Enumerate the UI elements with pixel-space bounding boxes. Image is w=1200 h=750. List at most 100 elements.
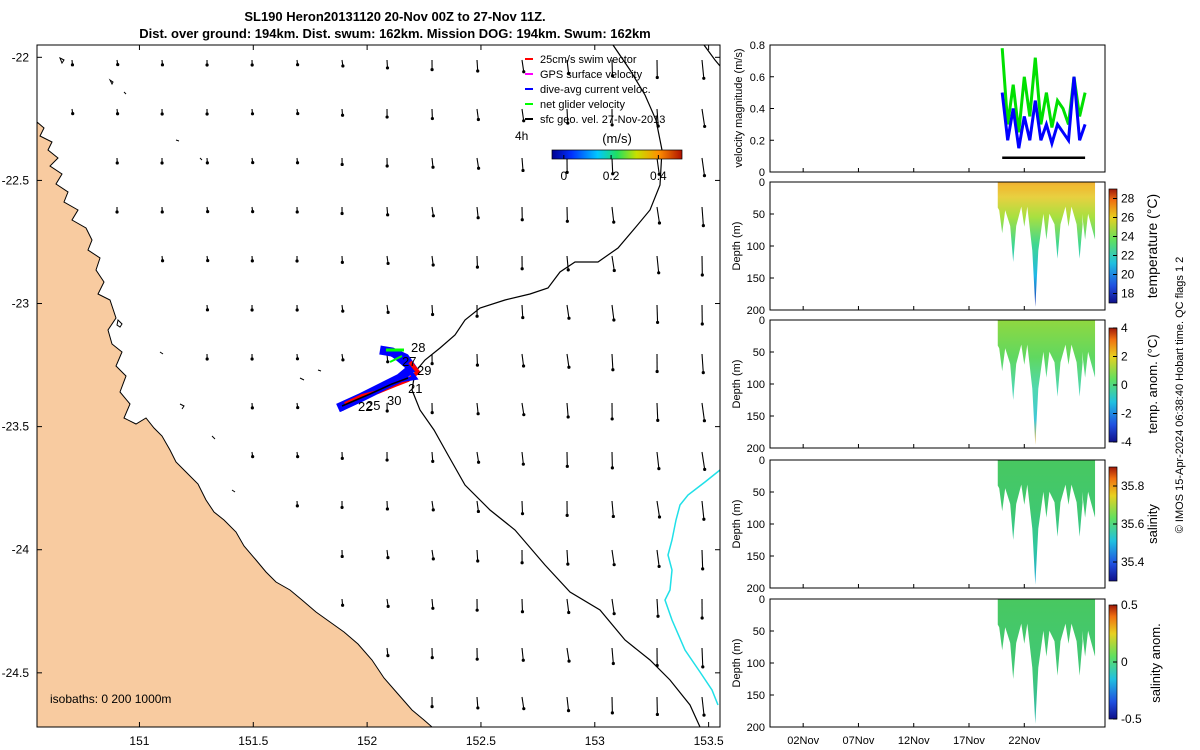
velocity-vector-head <box>566 121 570 125</box>
velocity-vector <box>701 451 706 470</box>
velocity-vector <box>476 59 479 72</box>
velocity-vector-head <box>522 70 526 74</box>
velocity-vector-head <box>340 260 344 264</box>
velocity-vector-head <box>703 467 707 471</box>
velocity-vector-head <box>385 507 390 511</box>
isobath-1000m <box>664 469 721 706</box>
velocity-ytick-label: 0.4 <box>750 104 765 116</box>
velocity-vector <box>566 304 570 319</box>
velocity-vector-head <box>115 112 120 116</box>
velocity-vector <box>611 598 615 614</box>
velocity-vector-head <box>386 654 390 658</box>
colorbar-unit-label: (m/s) <box>602 131 632 146</box>
velocity-vector <box>476 402 479 414</box>
velocity-vector-head <box>295 357 300 361</box>
figure-subtitle: Dist. over ground: 194km. Dist. swum: 16… <box>139 26 651 41</box>
velocity-vector-head <box>522 413 526 417</box>
velocity-vector-head <box>205 112 209 116</box>
velocity-vector-head <box>656 418 660 422</box>
velocity-vector-head <box>566 709 571 713</box>
map-legend: 25cm/s swim vector GPS surface velocity di… <box>525 54 665 126</box>
velocity-vector-head <box>476 117 480 122</box>
colorbar-tick-label: 2 <box>1121 350 1128 364</box>
temperature-depth-axis: 0 50 100 150 200 <box>747 177 774 317</box>
velocity-vector-head <box>702 174 707 178</box>
velocity-vector-head <box>340 113 345 117</box>
velocity-vector <box>521 500 524 514</box>
velocity-vector-head <box>655 663 659 668</box>
depth-tick-label: 150 <box>747 551 765 563</box>
velocity-vector-head <box>251 455 255 459</box>
velocity-vector-head <box>657 221 662 225</box>
velocity-vector <box>476 696 479 708</box>
velocity-vector-head <box>430 411 434 415</box>
velocity-vector-head <box>340 554 344 559</box>
velocity-vector-head <box>657 172 661 176</box>
velocity-vector-head <box>476 412 480 416</box>
velocity-vector-head <box>610 123 614 127</box>
time-tick-label: 02Nov <box>787 735 819 747</box>
velocity-vector-head <box>430 68 434 72</box>
velocity-vector <box>701 549 704 569</box>
velocity-vector <box>476 108 479 120</box>
track-day-label: 22 <box>358 399 372 414</box>
glider-track <box>336 345 421 413</box>
velocity-vector-head <box>386 555 390 560</box>
legend-entry: GPS surface velocity <box>540 69 643 81</box>
depth-tick-label: 200 <box>747 583 765 595</box>
depth-tick-label: 200 <box>747 305 765 317</box>
velocity-vector-head <box>656 124 660 128</box>
velocity-series <box>1000 48 1087 159</box>
depth-tick-label: 200 <box>747 443 765 455</box>
velocity-vector-head <box>386 310 390 315</box>
velocity-vector-head <box>476 509 480 514</box>
velocity-vector-head <box>701 223 705 228</box>
colorbar-tick-label: 4 <box>1121 321 1128 335</box>
velocity-vector-head <box>431 165 435 169</box>
colorbar-tick-label: -2 <box>1121 407 1132 421</box>
velocity-vector <box>701 206 704 226</box>
velocity-vector-head <box>610 711 614 715</box>
velocity-vector <box>611 304 615 321</box>
velocity-vector-head <box>431 263 435 267</box>
colorbar-tick-label: 22 <box>1121 249 1135 263</box>
velocity-vector-head <box>612 268 616 273</box>
map-y-axis: -22 -22.5 -23 -23.5 -24 -24.5 <box>2 50 720 680</box>
legend-entry: sfc geo. vel. 27-Nov-2013 <box>540 114 665 126</box>
depth-tick-label: 50 <box>753 347 765 359</box>
velocity-vector-head <box>476 706 480 710</box>
velocity-vector-head <box>296 111 300 116</box>
velocity-vector-head <box>476 216 480 220</box>
velocity-vector-head <box>657 515 662 519</box>
velocity-ytick-label: 0.2 <box>750 135 765 147</box>
velocity-vector-head <box>522 707 526 711</box>
velocity-vector-head <box>567 659 571 663</box>
colorbar-tick-label: 0 <box>1121 655 1128 669</box>
velocity-vector <box>701 696 705 716</box>
map-xtick-label: 152 <box>357 734 377 748</box>
velocity-vector-head <box>521 658 525 662</box>
depth-tick-label: 0 <box>759 177 765 189</box>
velocity-vector-head <box>386 213 390 217</box>
velocity-vector-head <box>385 409 389 413</box>
velocity-vector-head <box>520 512 525 516</box>
velocity-vector-head <box>701 567 705 571</box>
velocity-vector-head <box>295 504 299 508</box>
velocity-vector-head <box>611 368 615 372</box>
velocity-vector-head <box>656 614 660 618</box>
velocity-vector-head <box>701 371 705 375</box>
velocity-vector <box>656 255 660 273</box>
velocity-vector-head <box>251 210 255 214</box>
temp-anomaly-ylabel: Depth (m) <box>731 360 743 409</box>
velocity-vector <box>566 402 569 418</box>
isobath-200m <box>411 44 721 728</box>
velocity-vector-head <box>250 63 254 67</box>
velocity-vector <box>656 549 660 567</box>
velocity-vector-head <box>567 71 571 76</box>
salinity-ylabel: Depth (m) <box>731 500 743 549</box>
velocity-vector <box>476 549 479 562</box>
velocity-vector <box>521 647 524 661</box>
velocity-vector <box>566 353 570 368</box>
